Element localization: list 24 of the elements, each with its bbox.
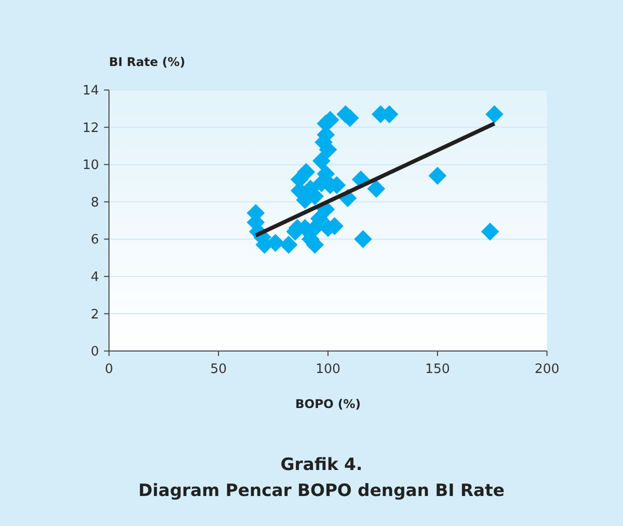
point [367, 180, 386, 198]
text: Diagram Pencar BOPO dengan BI Rate [138, 481, 505, 501]
y-axis-title: BI Rate (%) [109, 55, 186, 69]
y-tick-label: 14 [82, 84, 99, 99]
x-tick-label: 100 [316, 362, 340, 377]
y-tick-label: 8 [90, 195, 99, 210]
y-tick-label: 2 [90, 307, 99, 322]
x-tick-label: 0 [104, 362, 114, 377]
y-tick-label: 12 [82, 120, 99, 136]
text: Grafik 4. [280, 455, 362, 475]
x-tick-label: 200 [534, 362, 560, 377]
point [428, 166, 446, 185]
y-tick-label: 10 [82, 158, 99, 174]
y-tick-label: 4 [90, 270, 99, 285]
x-tick-label: 50 [210, 362, 227, 377]
x-tick-label: 150 [425, 362, 450, 377]
x-axis-title: BOPO (%) [295, 397, 361, 411]
point [485, 105, 504, 124]
point [481, 222, 500, 241]
y-tick-label: 0 [90, 344, 99, 360]
point [312, 152, 330, 170]
y-tick-label: 6 [90, 232, 99, 248]
point [280, 236, 298, 254]
point [354, 230, 372, 248]
